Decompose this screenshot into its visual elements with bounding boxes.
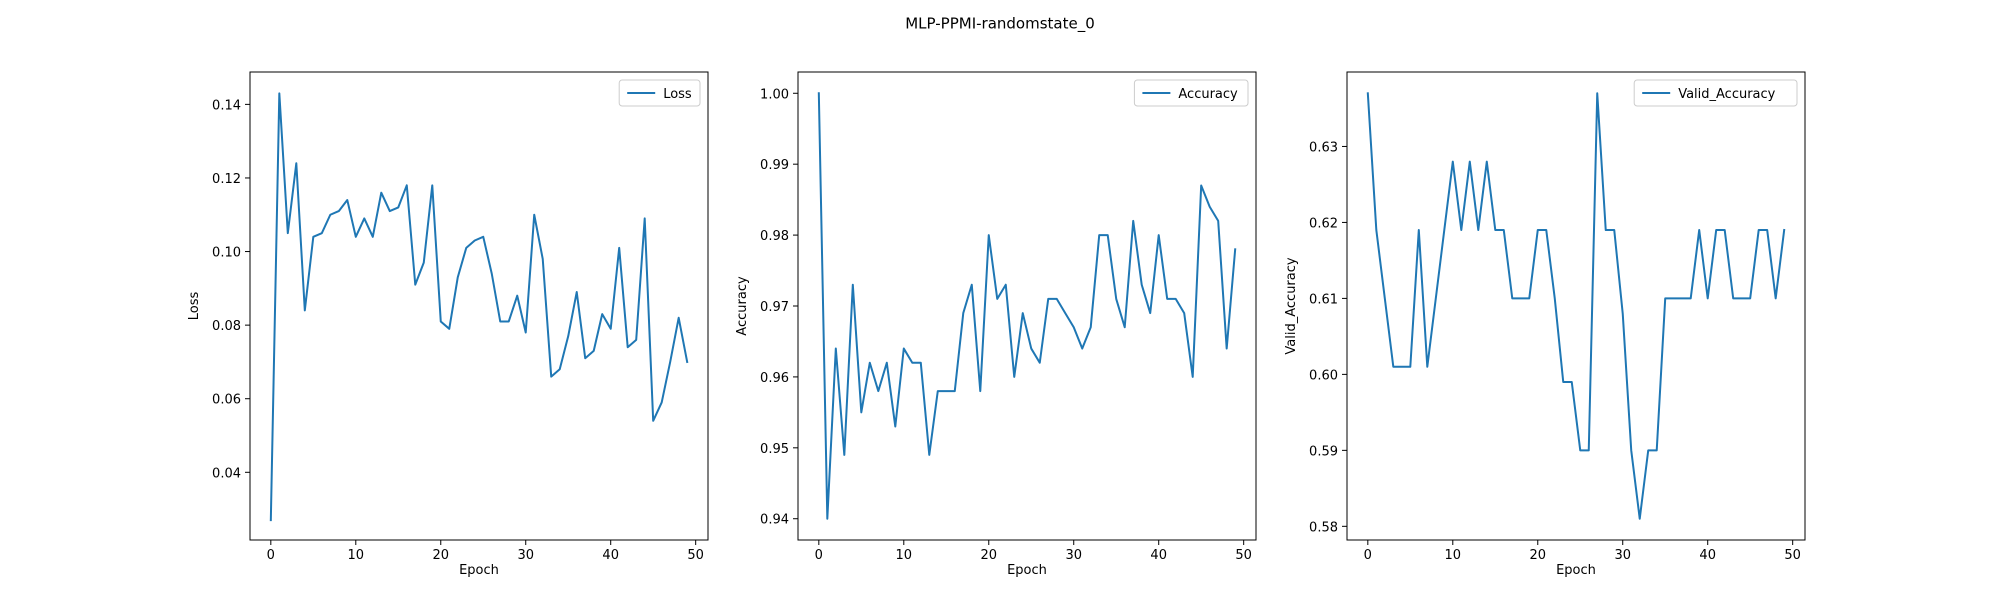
y-tick-label: 0.58 (1309, 520, 1338, 535)
legend-label: Accuracy (1178, 87, 1238, 102)
x-tick-label: 30 (1065, 548, 1082, 563)
x-tick-label: 20 (1529, 548, 1546, 563)
axes-frame (249, 71, 709, 541)
y-axis-label: Accuracy (735, 276, 750, 336)
figure-title: MLP-PPMI-randomstate_0 (905, 15, 1095, 34)
y-tick-label: 0.04 (212, 466, 241, 481)
y-tick-label: 1.00 (760, 87, 789, 102)
x-tick-label: 10 (896, 548, 913, 563)
subplot-2: 0 10 20 30 40 50 0.94 0.95 0.96 0.97 0.98 0.99 1.00 E… (735, 71, 1257, 578)
x-tick-label: 30 (517, 548, 534, 563)
legend: Valid_Accuracy (1633, 79, 1798, 107)
x-tick-label: 0 (1364, 548, 1372, 563)
x-tick-label: 30 (1614, 548, 1631, 563)
axes-frame (1346, 71, 1806, 541)
y-tick-label: 0.99 (760, 158, 789, 173)
legend: Accuracy (1133, 79, 1249, 107)
legend-label: Valid_Accuracy (1678, 87, 1775, 102)
series-line-1 (269, 92, 689, 522)
x-tick-label: 40 (602, 548, 619, 563)
legend-box (1633, 79, 1798, 107)
x-axis-label: Epoch (1007, 563, 1047, 578)
x-tick-label: 40 (1699, 548, 1716, 563)
y-tick-label: 0.61 (1309, 292, 1338, 307)
y-tick-label: 0.97 (760, 300, 789, 315)
y-tick-label: 0.62 (1309, 216, 1338, 231)
y-tick-label: 0.95 (760, 442, 789, 457)
y-axis-label: Loss (187, 292, 202, 321)
subplot-1: 0 10 20 30 40 50 0.04 0.06 0.08 0.10 0.12 0.14 Epoch… (187, 71, 709, 578)
y-tick-label: 0.06 (212, 393, 241, 408)
x-tick-label: 10 (1445, 548, 1462, 563)
x-tick-label: 40 (1150, 548, 1167, 563)
y-tick-label: 0.59 (1309, 444, 1338, 459)
legend-label: Loss (663, 87, 692, 102)
y-tick-label: 0.96 (760, 371, 789, 386)
x-axis-label: Epoch (459, 563, 499, 578)
legend: Loss (618, 79, 701, 107)
legend-box (1133, 79, 1249, 107)
y-tick-label: 0.12 (212, 172, 241, 187)
x-tick-label: 50 (687, 548, 704, 563)
x-tick-label: 20 (980, 548, 997, 563)
x-tick-label: 50 (1784, 548, 1801, 563)
subplot-3: 0 10 20 30 40 50 0.58 0.59 0.60 0.61 0.62 0.63 Epoch… (1284, 71, 1806, 578)
y-tick-label: 0.08 (212, 319, 241, 334)
series-line-1 (817, 92, 1237, 520)
legend-box (618, 79, 701, 107)
x-tick-label: 50 (1235, 548, 1252, 563)
subplots: 0 10 20 30 40 50 0.04 0.06 0.08 0.10 0.12 0.14 Epoch… (187, 71, 1806, 578)
y-tick-label: 0.60 (1309, 368, 1338, 383)
y-tick-label: 0.94 (760, 513, 789, 528)
y-tick-label: 0.14 (212, 98, 241, 113)
x-tick-label: 0 (267, 548, 275, 563)
y-tick-label: 0.98 (760, 229, 789, 244)
x-tick-label: 10 (348, 548, 365, 563)
x-tick-label: 20 (432, 548, 449, 563)
y-tick-label: 0.10 (212, 246, 241, 261)
y-axis-label: Valid_Accuracy (1284, 257, 1299, 354)
series-line-1 (1366, 92, 1786, 520)
x-tick-label: 0 (815, 548, 823, 563)
y-tick-label: 0.63 (1309, 140, 1338, 155)
x-axis-label: Epoch (1556, 563, 1596, 578)
